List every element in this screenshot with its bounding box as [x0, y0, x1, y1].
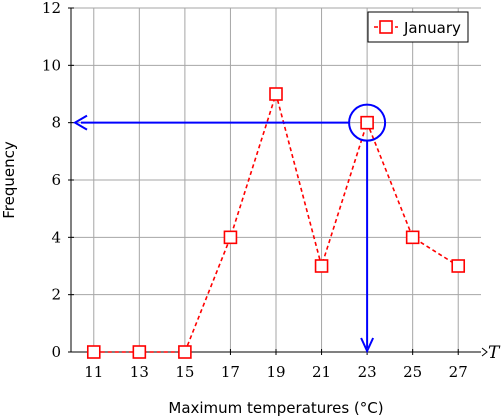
x-tick-label: 15: [175, 363, 194, 381]
series-layer: [86, 87, 466, 359]
data-point-marker: [314, 259, 329, 273]
data-point-marker: [223, 230, 238, 245]
x-axis-arrowhead: [481, 347, 488, 357]
annotation-arrowhead-left: [73, 114, 88, 131]
legend: January: [367, 11, 469, 43]
y-tick-label: 6: [51, 171, 61, 189]
legend-marker: [379, 20, 393, 34]
data-point-marker: [178, 345, 192, 359]
grid: [71, 7, 481, 352]
annotation-circle: [348, 103, 387, 142]
data-point-marker: [405, 230, 420, 245]
y-tick-label: 4: [51, 228, 61, 246]
x-tick-label: 11: [84, 363, 103, 381]
x-tick-label: 21: [312, 363, 331, 381]
y-tick-label: 0: [51, 343, 61, 361]
x-tick-label: 23: [358, 363, 377, 381]
data-point-marker: [360, 115, 374, 130]
x-axis-title: Maximum temperatures (°C): [168, 399, 383, 416]
data-point-marker: [86, 345, 101, 359]
x-tick-label: 13: [130, 363, 149, 381]
legend-label-january: January: [403, 19, 461, 37]
axes: [68, 7, 488, 357]
data-point-marker: [269, 87, 283, 101]
x-tick-label: 17: [221, 363, 240, 381]
y-axis-title: Frequency: [0, 141, 18, 219]
data-point-marker: [132, 345, 147, 359]
x-tick-label: 19: [266, 363, 285, 381]
x-tick-label: 25: [403, 363, 422, 381]
y-tick-label: 10: [42, 56, 61, 74]
annotation-layer: [73, 103, 387, 354]
tick-labels: 11 13 15 17 19 21 23 25 27 0 2 4 6 8 10 12: [42, 0, 468, 381]
y-tick-label: 12: [42, 0, 61, 17]
data-point-marker: [451, 259, 466, 273]
annotation-arrowhead-down: [360, 337, 375, 354]
x-tick-label: 27: [449, 363, 468, 381]
y-tick-label: 8: [51, 114, 61, 132]
x-axis-variable: T: [488, 343, 501, 363]
y-tick-label: 2: [51, 286, 61, 304]
